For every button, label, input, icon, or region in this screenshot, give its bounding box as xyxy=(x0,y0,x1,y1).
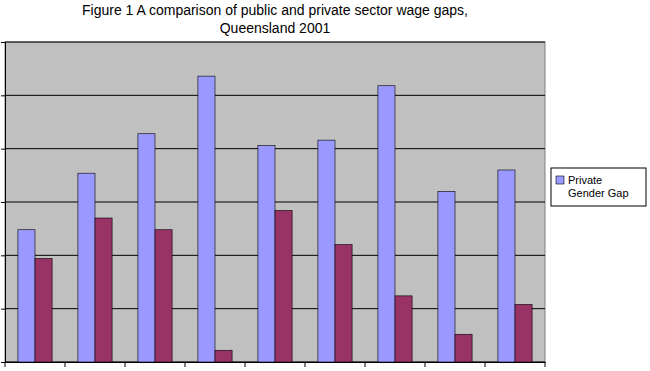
x-tick-mark xyxy=(365,362,366,367)
bars xyxy=(18,76,532,362)
bar xyxy=(438,191,455,362)
bar-series xyxy=(18,76,515,362)
grid xyxy=(5,42,545,362)
x-tick-mark xyxy=(485,362,486,367)
y-axis-line xyxy=(1,43,6,363)
legend-label: PrivateGender Gap xyxy=(568,174,629,199)
y-tick-mark xyxy=(1,309,5,310)
bar xyxy=(318,140,335,362)
bar xyxy=(155,230,172,362)
y-tick xyxy=(1,309,5,310)
y-tick xyxy=(1,42,5,43)
bar xyxy=(498,170,515,362)
bar xyxy=(378,86,395,362)
x-tick-mark xyxy=(125,362,126,367)
y-axis xyxy=(1,43,6,363)
bar xyxy=(395,296,412,362)
x-tick-mark xyxy=(305,362,306,367)
legend-swatch xyxy=(556,176,564,184)
x-tick-mark xyxy=(545,362,546,367)
bar xyxy=(35,259,52,362)
bar xyxy=(198,76,215,362)
y-tick xyxy=(1,362,5,363)
bar-series xyxy=(35,211,532,362)
plot-background xyxy=(5,42,545,362)
legend-box xyxy=(551,168,646,206)
grid-line xyxy=(5,42,545,43)
y-tick-mark xyxy=(1,42,5,43)
bar xyxy=(138,134,155,362)
y-tick-mark xyxy=(1,95,5,96)
grid-line xyxy=(5,95,545,96)
bar xyxy=(515,304,532,362)
plot xyxy=(1,42,546,367)
x-tick-mark xyxy=(425,362,426,367)
bar xyxy=(275,211,292,362)
bar xyxy=(78,173,95,362)
y-tick xyxy=(1,95,5,96)
chart-title: Figure 1 A comparison of public and priv… xyxy=(82,2,468,36)
y-tick xyxy=(1,202,5,203)
x-tick-mark xyxy=(245,362,246,367)
bar xyxy=(335,245,352,362)
x-axis xyxy=(5,362,546,367)
legend: PrivateGender Gap xyxy=(551,168,646,206)
bar xyxy=(95,218,112,362)
bar xyxy=(18,230,35,362)
x-axis-line xyxy=(6,362,546,363)
y-tick-mark xyxy=(1,149,5,150)
y-tick xyxy=(1,149,5,150)
x-tick-mark xyxy=(5,362,6,367)
chart: Figure 1 A comparison of public and priv… xyxy=(0,0,650,371)
x-tick-mark xyxy=(185,362,186,367)
y-tick-mark xyxy=(1,202,5,203)
x-tick-mark xyxy=(65,362,66,367)
bar xyxy=(215,350,232,362)
bar xyxy=(455,334,472,362)
bar xyxy=(258,145,275,362)
x-boundary-ticks xyxy=(5,362,545,367)
y-tick xyxy=(1,255,5,256)
y-tick-mark xyxy=(1,362,5,363)
y-tick-mark xyxy=(1,255,5,256)
